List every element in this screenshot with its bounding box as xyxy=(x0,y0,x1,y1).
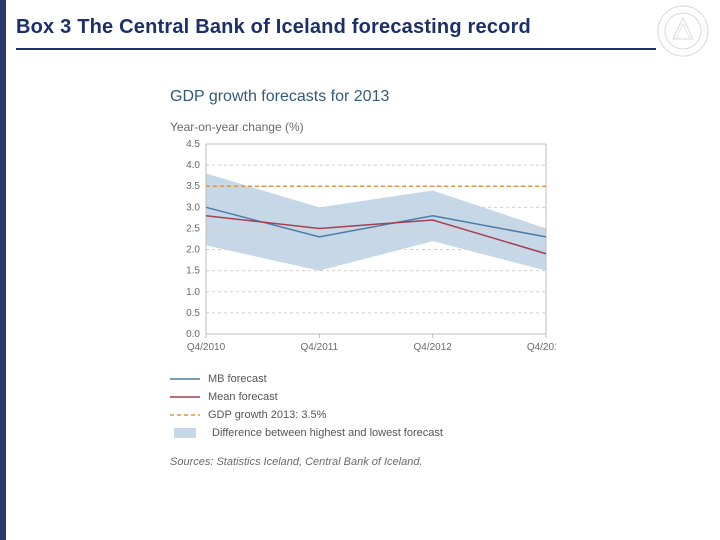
chart-sources: Sources: Statistics Iceland, Central Ban… xyxy=(170,456,590,468)
chart-container: GDP growth forecasts for 2013 Year-on-ye… xyxy=(170,88,590,468)
seal-icon xyxy=(656,4,710,58)
legend-label-gdp: GDP growth 2013: 3.5% xyxy=(208,409,326,421)
legend-swatch-gdp xyxy=(170,409,200,421)
svg-text:0.5: 0.5 xyxy=(186,308,200,319)
svg-text:2.0: 2.0 xyxy=(186,245,200,256)
chart-subtitle: Year-on-year change (%) xyxy=(170,120,590,134)
legend-label-mean: Mean forecast xyxy=(208,391,278,403)
svg-text:Q4/2011: Q4/2011 xyxy=(301,342,339,353)
legend-item-gdp: GDP growth 2013: 3.5% xyxy=(170,406,590,424)
svg-text:2.5: 2.5 xyxy=(186,223,200,234)
svg-text:Q4/2010: Q4/2010 xyxy=(187,342,226,353)
header: Box 3 The Central Bank of Iceland foreca… xyxy=(16,16,704,39)
legend-label-band: Difference between highest and lowest fo… xyxy=(212,427,443,439)
svg-text:4.0: 4.0 xyxy=(186,160,200,171)
legend-item-mb: MB forecast xyxy=(170,370,590,388)
legend-swatch-mb xyxy=(170,373,200,385)
svg-text:3.0: 3.0 xyxy=(186,202,200,213)
page-title: Box 3 The Central Bank of Iceland foreca… xyxy=(16,16,704,39)
legend-item-mean: Mean forecast xyxy=(170,388,590,406)
legend-label-mb: MB forecast xyxy=(208,373,267,385)
slide: Box 3 The Central Bank of Iceland foreca… xyxy=(0,0,720,540)
legend-item-band: Difference between highest and lowest fo… xyxy=(170,424,590,442)
svg-text:Q4/2013: Q4/2013 xyxy=(527,342,556,353)
legend: MB forecast Mean forecast GDP growth 201… xyxy=(170,370,590,442)
legend-swatch-band xyxy=(174,428,196,438)
svg-text:0.0: 0.0 xyxy=(186,329,200,340)
svg-text:Q4/2012: Q4/2012 xyxy=(413,342,452,353)
legend-swatch-mean xyxy=(170,391,200,403)
left-accent-stripe xyxy=(0,0,6,540)
chart-title: GDP growth forecasts for 2013 xyxy=(170,88,590,106)
svg-text:1.0: 1.0 xyxy=(186,287,200,298)
svg-text:4.5: 4.5 xyxy=(186,139,200,150)
chart-plot: 0.0 0.5 1.0 1.5 2.0 2.5 3.0 3.5 4.0 4.5 Q4/2010 Q4/… xyxy=(170,138,556,358)
svg-text:1.5: 1.5 xyxy=(186,266,200,277)
title-underline xyxy=(16,48,656,50)
svg-text:3.5: 3.5 xyxy=(186,181,200,192)
